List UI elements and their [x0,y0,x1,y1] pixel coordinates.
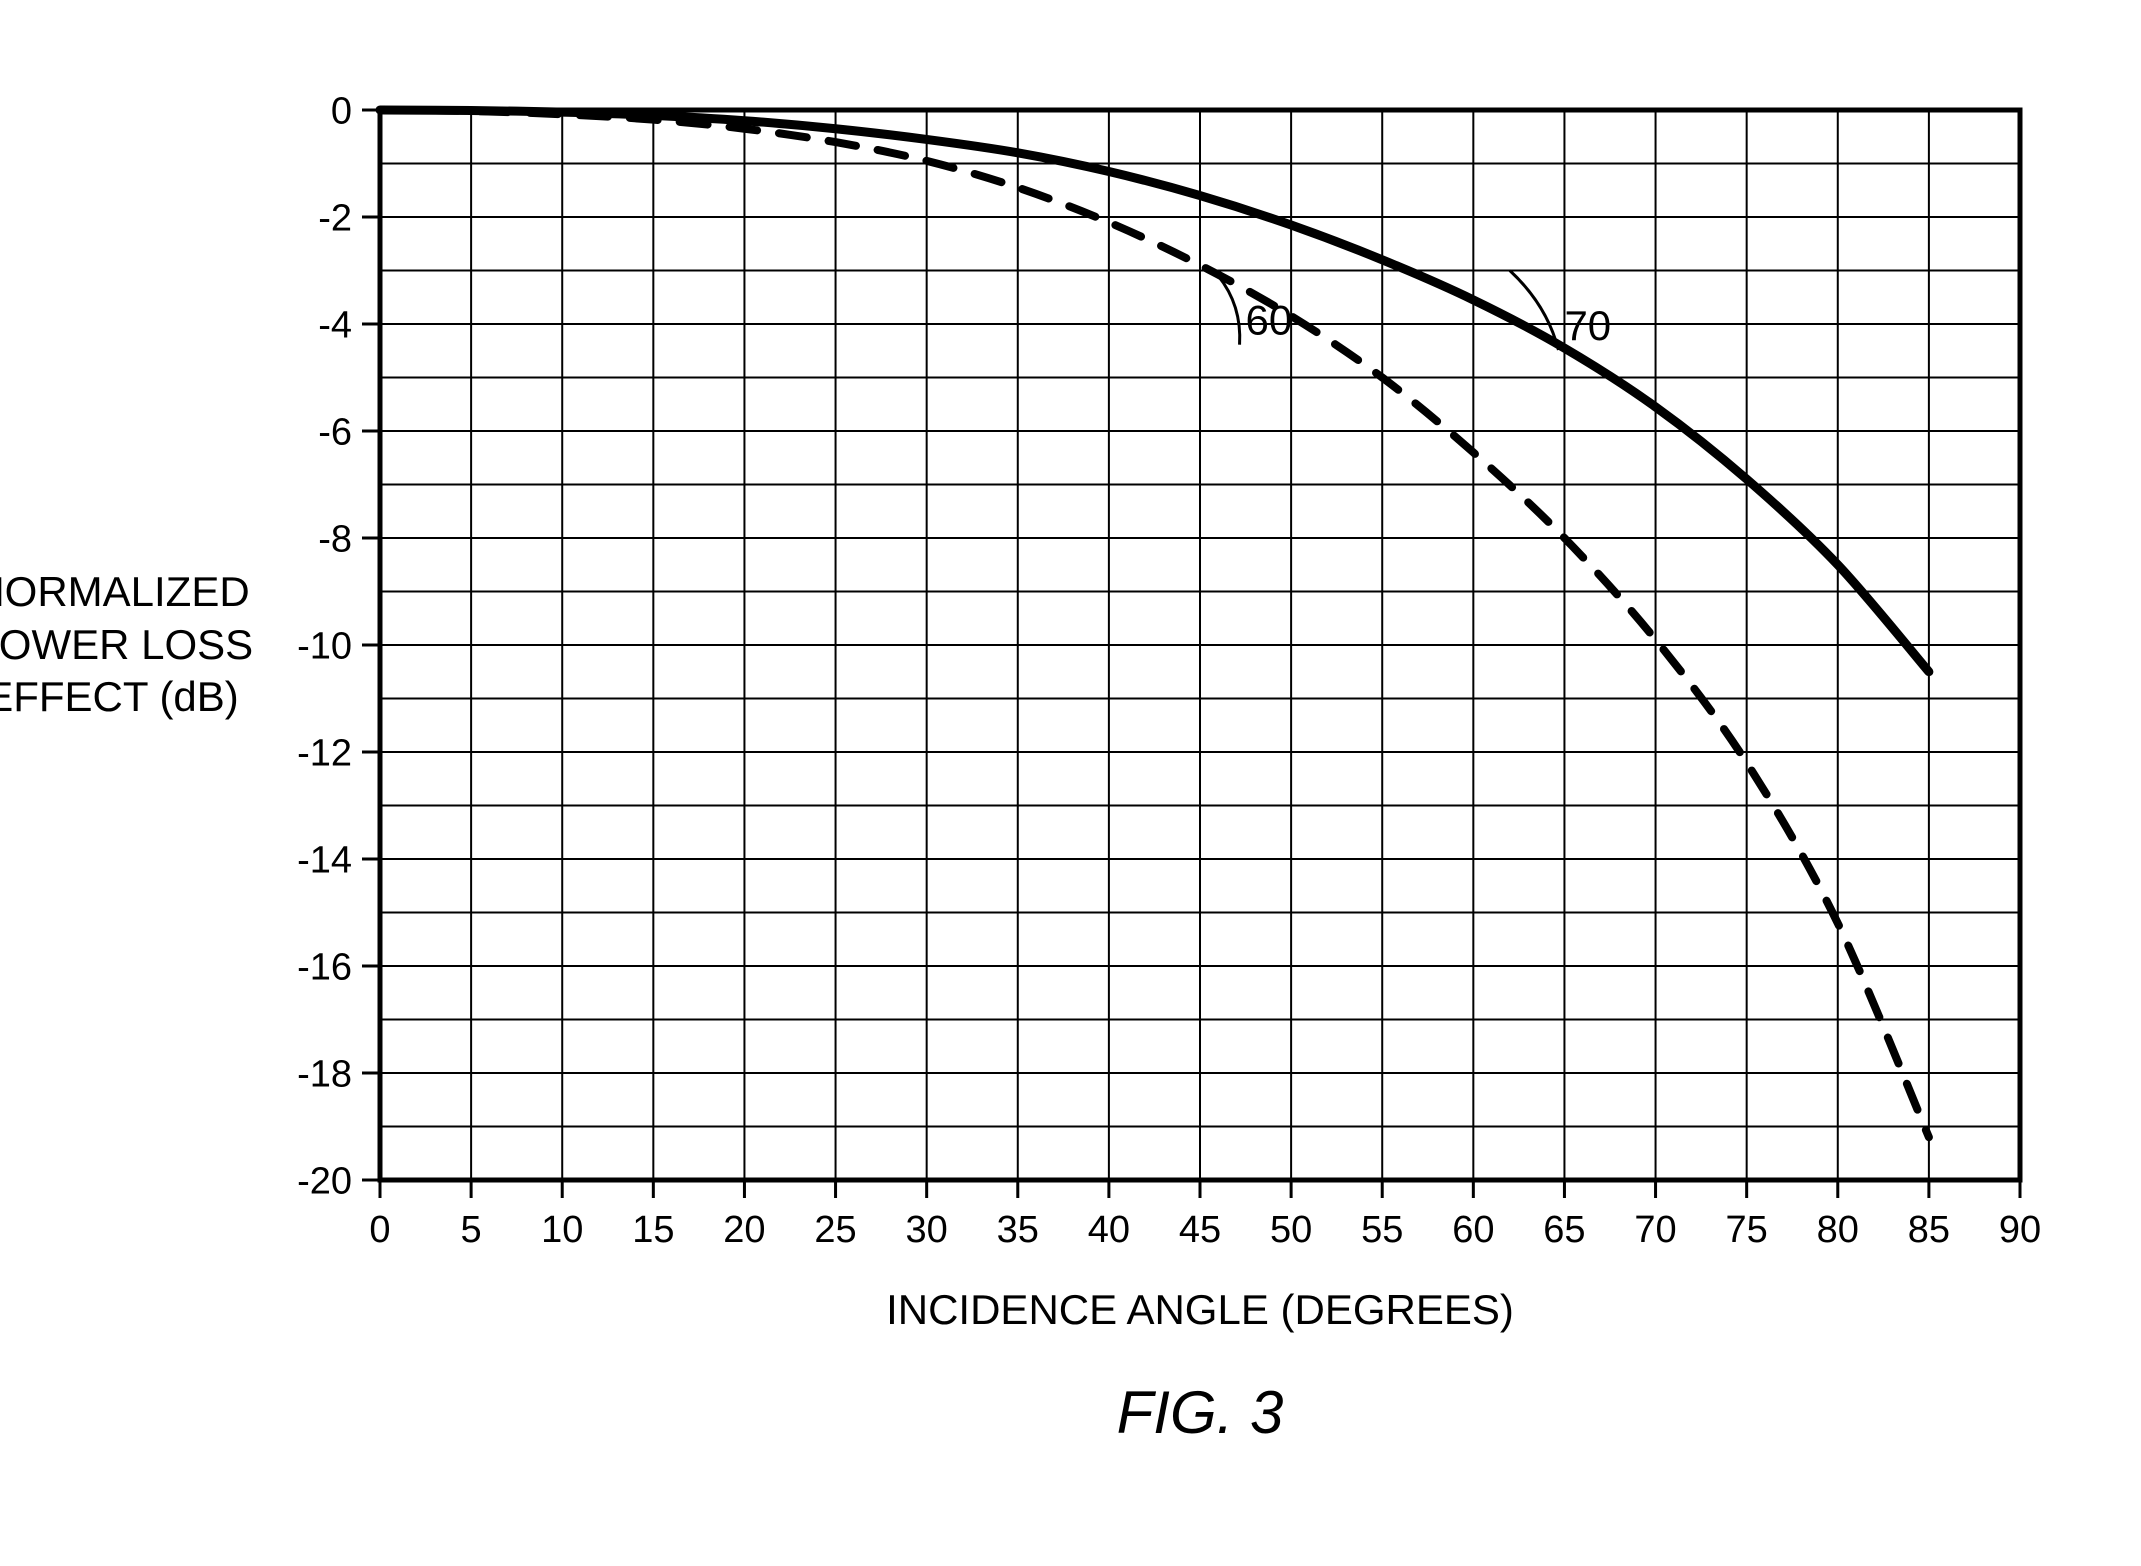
y-tick-label: -8 [318,518,352,560]
x-tick-label: 70 [1634,1209,1676,1251]
x-tick-label: 5 [461,1209,482,1251]
y-tick-label: -20 [297,1160,352,1202]
x-tick-label: 90 [1999,1209,2041,1251]
curve-60 [380,110,1929,1137]
y-tick-label: -2 [318,197,352,239]
x-tick-label: 15 [632,1209,674,1251]
x-tick-label: 80 [1817,1209,1859,1251]
x-tick-label: 55 [1361,1209,1403,1251]
y-tick-label: -6 [318,411,352,453]
y-tick-label: -12 [297,732,352,774]
x-tick-label: 85 [1908,1209,1950,1251]
x-tick-label: 20 [723,1209,765,1251]
figure-page: 0 5 10 15 20 25 30 35 40 45 50 55 60 65 70 75 80 85 90 0 -2 -… [0,0,2141,1561]
figure-caption: FIG. 3 [1000,1378,1400,1447]
y-axis-label: NORMALIZEDPOWER LOSSEFFECT (dB) [0,566,262,724]
x-tick-label: 30 [906,1209,948,1251]
x-tick-label: 0 [369,1209,390,1251]
x-tick-label: 35 [997,1209,1039,1251]
y-axis-label-line: POWER LOSS [0,619,262,672]
x-axis-label: INCIDENCE ANGLE (DEGREES) [850,1286,1550,1334]
y-tick-label: -4 [318,304,352,346]
y-axis-label-line: NORMALIZED [0,566,262,619]
x-tick-label: 40 [1088,1209,1130,1251]
curve-60-callout-leader [1218,276,1240,345]
y-tick-label: -18 [297,1053,352,1095]
grid [380,110,2020,1180]
y-tick-label: -10 [297,625,352,667]
y-tick-label: -14 [297,839,352,881]
x-tick-label: 50 [1270,1209,1312,1251]
y-tick-label: 0 [331,90,352,132]
y-axis-label-line: EFFECT (dB) [0,671,262,724]
y-tick-label: -16 [297,946,352,988]
curve-70-callout-label: 70 [1564,302,1611,349]
x-tick-label: 10 [541,1209,583,1251]
x-tick-label: 75 [1726,1209,1768,1251]
x-tick-label: 25 [814,1209,856,1251]
curve-70 [380,110,1929,672]
x-tick-label: 65 [1543,1209,1585,1251]
curve-60-callout-label: 60 [1246,297,1293,344]
x-tick-label: 45 [1179,1209,1221,1251]
x-tick-label: 60 [1452,1209,1494,1251]
